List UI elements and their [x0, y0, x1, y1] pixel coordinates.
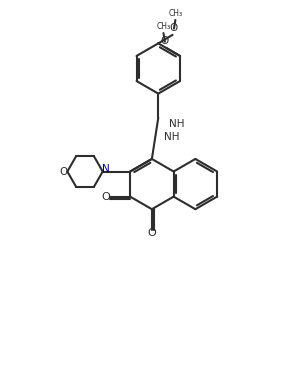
Text: O: O	[147, 229, 156, 239]
Text: N: N	[102, 164, 109, 174]
Text: CH₃: CH₃	[168, 9, 183, 18]
Text: O: O	[101, 192, 110, 201]
Text: O: O	[170, 23, 178, 33]
Text: NH: NH	[169, 119, 185, 129]
Text: NH: NH	[164, 132, 179, 142]
Text: O: O	[60, 167, 68, 177]
Text: O: O	[161, 36, 169, 46]
Text: CH₃: CH₃	[156, 22, 170, 31]
